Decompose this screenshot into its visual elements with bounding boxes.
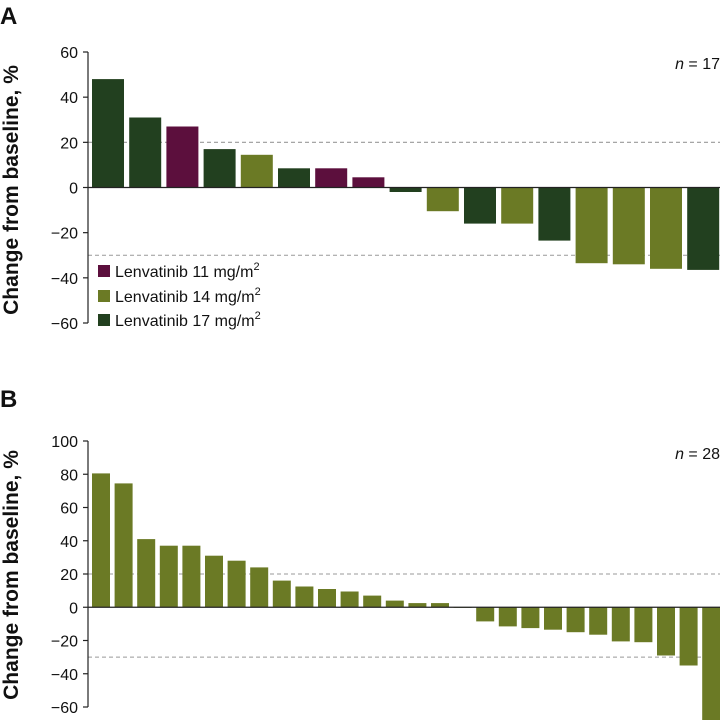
panel-a-n-value: = 17 (684, 56, 720, 73)
legend-swatch-17 (98, 314, 110, 326)
panel-b-y-tick-label: −20 (51, 634, 78, 651)
legend-label-14: Lenvatinib 14 mg/m2 (115, 286, 261, 306)
panel-a-y-tick-label: −60 (51, 316, 78, 333)
panel-b-y-tick-label: 100 (51, 434, 78, 451)
panel-b-n-symbol: n (675, 446, 684, 463)
panel-a: A Change from baseline, % n = 17 Lenvati… (0, 3, 720, 333)
panel-a-bar-7 (315, 168, 348, 188)
panel-b-bar-4 (159, 545, 178, 608)
panel-b-bar-18 (476, 607, 495, 622)
panel-b-bar-19 (498, 607, 517, 627)
panel-b-bar-12 (340, 591, 359, 608)
panel-a-bar-16 (650, 187, 682, 269)
panel-b-bar-2 (114, 483, 133, 608)
panel-a-n-symbol: n (675, 56, 684, 73)
panel-b-bar-10 (295, 586, 314, 608)
panel-b-bar-16 (431, 603, 449, 608)
legend-label-17-text: Lenvatinib 17 mg/m (115, 313, 255, 330)
panel-b-bar-1 (92, 473, 110, 608)
panel-a-bar-13 (538, 187, 571, 241)
panel-a-legend: Lenvatinib 11 mg/m2 Lenvatinib 14 mg/m2 … (98, 261, 261, 330)
panel-a-bar-8 (352, 177, 385, 188)
panel-a-y-tick-label: −40 (51, 271, 78, 288)
panel-b-bar-20 (521, 607, 540, 629)
panel-b-y-tick-label: 0 (69, 600, 78, 617)
panel-b-bar-11 (318, 589, 336, 608)
legend-label-17: Lenvatinib 17 mg/m2 (115, 310, 261, 330)
panel-b: B Change from baseline, % n = 28 100 80 60… (0, 386, 720, 720)
panel-b-bar-27 (679, 607, 698, 666)
panel-a-y-tick-label: 0 (69, 181, 78, 198)
panel-a-y-tick-label: 60 (60, 45, 78, 62)
panel-a-bar-12 (501, 187, 534, 224)
legend-label-11: Lenvatinib 11 mg/m2 (115, 261, 260, 281)
panel-a-n-annotation: n = 17 (675, 56, 720, 73)
legend-item-11: Lenvatinib 11 mg/m2 (98, 261, 260, 281)
panel-b-y-tick-label: 80 (60, 467, 78, 484)
panel-b-y-tick-label: 60 (60, 501, 78, 518)
panel-a-y-axis-title: Change from baseline, % (0, 65, 23, 315)
panel-b-n-annotation: n = 28 (675, 446, 720, 463)
legend-item-17: Lenvatinib 17 mg/m2 (98, 310, 261, 330)
panel-a-bar-2 (129, 117, 162, 188)
panel-a-letter: A (0, 3, 17, 30)
panel-b-bar-24 (611, 607, 630, 642)
panel-b-n-value: = 28 (684, 446, 720, 463)
panel-a-bar-9 (389, 187, 422, 192)
legend-item-14: Lenvatinib 14 mg/m2 (98, 286, 261, 306)
panel-b-bar-14 (385, 600, 404, 608)
panel-b-y-tick-label: 20 (60, 567, 78, 584)
panel-a-bar-15 (612, 187, 645, 265)
legend-label-11-sup: 2 (253, 261, 259, 273)
legend-swatch-11 (98, 265, 110, 277)
panel-b-bar-3 (137, 539, 156, 608)
panel-b-bar-6 (205, 555, 223, 608)
panel-b-y-axis-title: Change from baseline, % (0, 450, 23, 700)
panel-a-bar-14 (575, 187, 608, 264)
panel-a-bar-10 (426, 187, 459, 212)
panel-b-bar-5 (182, 545, 201, 608)
panel-b-bar-28 (702, 607, 720, 720)
panel-a-bar-1 (92, 79, 124, 188)
panel-b-bar-22 (566, 607, 585, 633)
panel-a-bar-17 (687, 187, 720, 270)
panel-a-bar-3 (166, 126, 199, 188)
panel-b-y-tick-label: −40 (51, 667, 78, 684)
legend-label-14-sup: 2 (255, 286, 261, 298)
panel-b-bar-9 (272, 580, 291, 608)
panel-b-bar-15 (408, 603, 427, 608)
panel-b-bar-23 (589, 607, 608, 635)
panel-b-bar-26 (657, 607, 675, 656)
legend-label-11-text: Lenvatinib 11 mg/m (115, 264, 253, 281)
panel-a-bar-6 (278, 168, 310, 188)
panel-a-y-tick-label: −20 (51, 226, 78, 243)
panel-a-bar-11 (464, 187, 496, 224)
legend-label-17-sup: 2 (255, 310, 261, 322)
panel-b-y-tick-label: 40 (60, 534, 78, 551)
panel-a-y-tick-label: 40 (60, 90, 78, 107)
panel-b-bar-21 (544, 607, 562, 630)
legend-swatch-14 (98, 290, 110, 302)
panel-a-bar-5 (240, 154, 273, 188)
panel-b-bar-8 (250, 567, 269, 608)
panel-a-y-tick-label: 20 (60, 135, 78, 152)
panel-b-y-tick-label: −60 (51, 700, 78, 717)
legend-label-14-text: Lenvatinib 14 mg/m (115, 289, 255, 306)
panel-b-bar-13 (363, 595, 382, 608)
panel-b-bar-25 (634, 607, 653, 643)
panel-b-letter: B (0, 386, 17, 413)
panel-a-bar-4 (203, 149, 236, 188)
panel-b-bar-7 (227, 560, 246, 608)
